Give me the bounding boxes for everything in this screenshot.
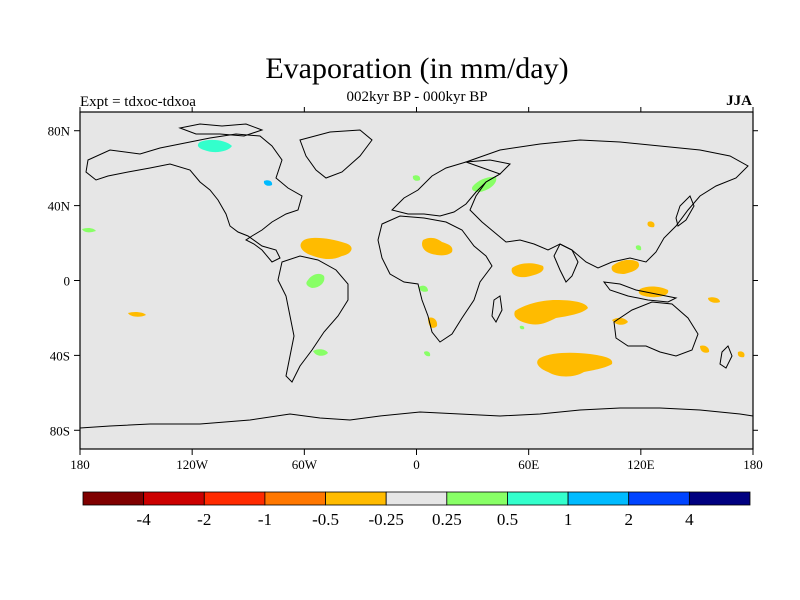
anomaly-fill xyxy=(708,297,720,303)
y-tick-label: 40S xyxy=(50,348,70,363)
anomaly-fill xyxy=(419,285,428,292)
anomaly-fill xyxy=(422,237,453,256)
map-background xyxy=(80,112,753,449)
x-tick-label: 60E xyxy=(518,457,539,472)
colorbar-level-label: -2 xyxy=(197,510,211,529)
colorbar-swatch xyxy=(567,491,630,506)
anomaly-fill xyxy=(635,245,642,251)
colorbar-swatch xyxy=(82,491,145,506)
colorbar-swatch xyxy=(143,491,205,506)
colorbar-level-label: -4 xyxy=(137,510,152,529)
coastline-africa xyxy=(377,215,493,343)
x-tick-label: 180 xyxy=(743,457,763,472)
coastline-antarctica xyxy=(79,407,754,429)
anomaly-fill xyxy=(412,175,421,181)
anomaly-fills xyxy=(82,139,745,377)
x-axis-ticks: 180 120W 60W 0 60E 120E 180 xyxy=(70,107,763,472)
plot-title: Evaporation (in mm/day) xyxy=(265,52,569,85)
coastline-arctic-islands xyxy=(178,123,264,137)
coastline-south-america xyxy=(277,255,349,383)
colorbar xyxy=(82,491,751,506)
x-tick-label: 180 xyxy=(70,457,90,472)
anomaly-fill xyxy=(647,221,655,228)
anomaly-fill xyxy=(197,139,232,153)
anomaly-fill xyxy=(737,351,745,358)
anomaly-fill xyxy=(700,345,710,353)
colorbar-level-label: -1 xyxy=(258,510,272,529)
colorbar-level-label: -0.5 xyxy=(312,510,339,529)
coastline-greenland xyxy=(299,129,373,179)
colorbar-swatch xyxy=(446,491,508,506)
colorbar-labels: -4 -2 -1 -0.5 -0.25 0.25 0.5 1 2 4 xyxy=(137,510,695,529)
coastline-madagascar xyxy=(491,295,503,323)
anomaly-fill xyxy=(514,300,588,325)
colorbar-swatch xyxy=(264,491,326,506)
coastline-japan xyxy=(675,195,695,227)
colorbar-level-label: 1 xyxy=(564,510,573,529)
anomaly-fill xyxy=(300,237,352,260)
anomaly-fill xyxy=(511,263,544,278)
x-tick-label: 120W xyxy=(176,457,209,472)
y-tick-label: 80S xyxy=(50,423,70,438)
x-tick-label: 120E xyxy=(627,457,655,472)
anomaly-fill xyxy=(519,325,525,330)
y-tick-label: 0 xyxy=(64,274,71,289)
colorbar-swatch xyxy=(507,491,569,506)
colorbar-swatch xyxy=(688,491,751,506)
y-axis-ticks: 80N 40N 0 40S 80S xyxy=(48,124,758,438)
colorbar-swatch xyxy=(325,491,387,506)
anomaly-fill xyxy=(537,352,613,377)
coastline-indonesia xyxy=(602,281,678,303)
colorbar-swatch xyxy=(203,491,266,506)
colorbar-swatch xyxy=(628,491,690,506)
colorbar-level-label: 0.25 xyxy=(432,510,462,529)
anomaly-fill xyxy=(263,180,273,186)
y-tick-label: 80N xyxy=(48,124,71,139)
y-tick-label: 40N xyxy=(48,199,71,214)
colorbar-level-label: 0.5 xyxy=(497,510,518,529)
plot-subtitle: 002kyr BP - 000kyr BP xyxy=(346,89,488,105)
anomaly-fill xyxy=(313,349,328,356)
season-label: JJA xyxy=(726,93,752,109)
anomaly-fill xyxy=(306,273,325,288)
x-tick-label: 60W xyxy=(292,457,318,472)
experiment-label: Expt = tdxoc-tdxoa xyxy=(80,94,196,110)
colorbar-level-label: 2 xyxy=(624,510,633,529)
coastline-australia xyxy=(613,301,699,357)
anomaly-fill xyxy=(424,351,431,357)
coastline-asia xyxy=(464,139,749,269)
coastline-india xyxy=(553,243,579,283)
anomaly-fill xyxy=(128,311,146,317)
x-tick-label: 0 xyxy=(413,457,420,472)
anomaly-fill xyxy=(612,317,628,325)
anomaly-fill xyxy=(611,259,640,274)
colorbar-level-label: -0.25 xyxy=(368,510,403,529)
colorbar-swatch xyxy=(385,491,448,506)
anomaly-fill xyxy=(82,227,96,233)
coastlines xyxy=(79,123,754,429)
colorbar-level-label: 4 xyxy=(685,510,694,529)
coastline-new-zealand xyxy=(719,345,733,369)
